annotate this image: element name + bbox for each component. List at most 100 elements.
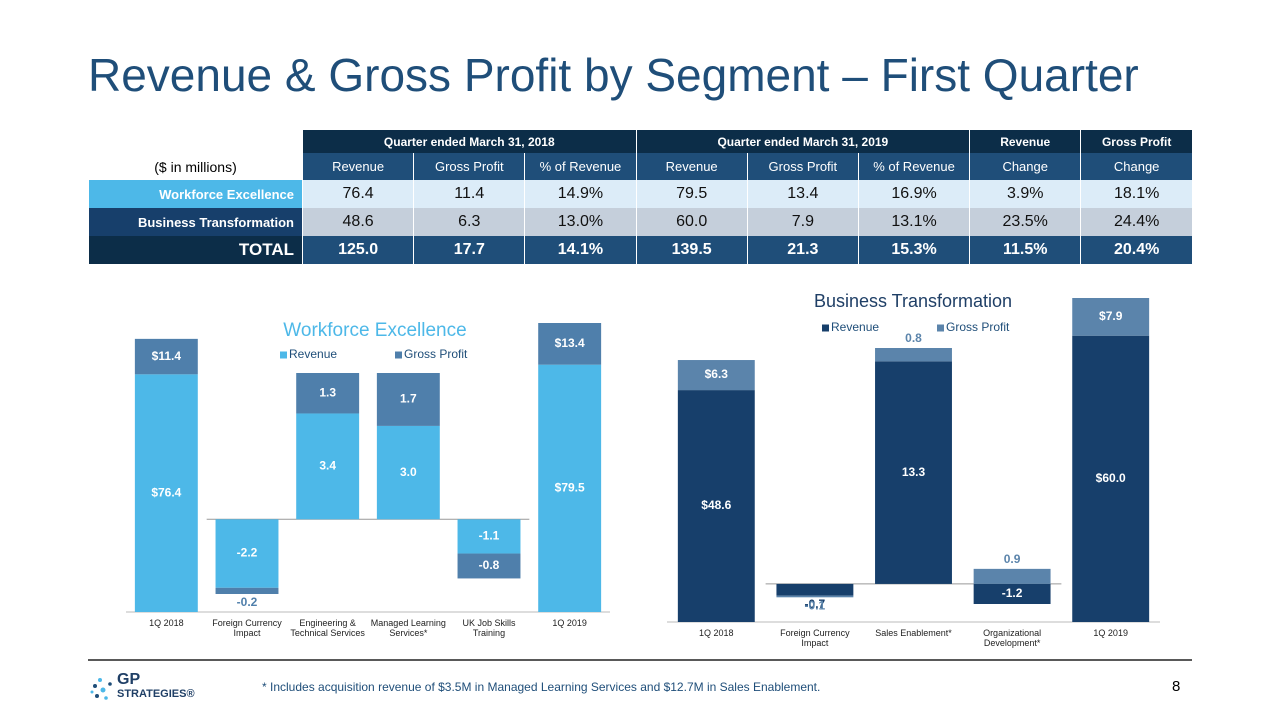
value-label: $11.4 [152, 349, 182, 363]
table-cell: 79.5 [635, 180, 748, 208]
x-tick-label: Sales Enablement* [875, 628, 952, 638]
segment-table: Quarter ended March 31, 2018 Quarter ende… [88, 130, 1192, 264]
x-tick-label: Organizational Development* [983, 628, 1042, 648]
value-label: -0.8 [479, 558, 500, 572]
legend-label: Gross Profit [404, 347, 468, 361]
bar-segment [1072, 335, 1150, 622]
x-tick-label: 1Q 2018 [699, 628, 734, 638]
bar-segment [134, 374, 198, 612]
table-note: ($ in millions) [88, 153, 303, 180]
column-header-row: ($ in millions) Revenue Gross Profit% of R… [88, 153, 1192, 180]
column-header: Gross Profit [413, 153, 525, 180]
logo-mark [90, 678, 112, 700]
value-label: -0.1 [805, 598, 826, 612]
value-label: -2.2 [237, 546, 258, 560]
value-label: $76.4 [151, 485, 181, 499]
bar-segment [538, 364, 602, 612]
table-row: Workforce Excellence 76.4 11.4 14.9% 79.5 13.… [88, 180, 1192, 208]
x-tick-label: 1Q 2019 [1093, 628, 1128, 638]
group-header: Revenue [969, 130, 1081, 153]
bar-segment [215, 519, 279, 588]
bar-segment [677, 390, 755, 622]
bar-segment [875, 348, 952, 362]
table-cell: 3.9% [969, 180, 1081, 208]
group-header-row: Quarter ended March 31, 2018 Quarter ende… [88, 130, 1192, 153]
blank-cell [88, 130, 303, 153]
table-cell: 60.0 [635, 208, 748, 236]
x-tick-label: UK Job Skills Training [462, 618, 516, 638]
table-cell: 14.9% [524, 180, 637, 208]
table-row: Business Transformation 48.6 6.3 13.0% 60.0 7… [88, 208, 1192, 236]
value-label: $7.9 [1099, 309, 1123, 323]
value-label: -1.1 [479, 529, 500, 543]
table-cell: 14.1% [524, 236, 637, 264]
bar-segment [875, 361, 952, 584]
x-tick-label: Managed Learning Services* [370, 618, 446, 638]
table-cell: 13.1% [857, 208, 970, 236]
x-tick-label: 1Q 2018 [149, 618, 184, 628]
column-header: Revenue [635, 153, 748, 180]
bar-segment [134, 338, 198, 375]
legend-label: Revenue [289, 347, 337, 361]
x-tick-label: Foreign Currency Impact [212, 618, 282, 638]
value-label: $48.6 [701, 498, 731, 512]
bar-segment [296, 413, 360, 520]
table-cell: 11.5% [969, 236, 1081, 264]
x-tick-label: Foreign Currency Impact [780, 628, 850, 648]
group-header: Quarter ended March 31, 2019 [635, 130, 970, 153]
table-cell: 6.3 [413, 208, 525, 236]
column-header: Change [1080, 153, 1192, 180]
column-header: % of Revenue [524, 153, 637, 180]
table-cell: 20.4% [1080, 236, 1192, 264]
bar-segment [457, 553, 521, 579]
bar-segment [376, 373, 440, 426]
group-header: Gross Profit [1080, 130, 1192, 153]
table-cell: 15.3% [857, 236, 970, 264]
table-cell: 7.9 [746, 208, 859, 236]
chart-title: Business Transformation [814, 291, 1012, 311]
chart-title: Workforce Excellence [283, 320, 466, 341]
footnote: * Includes acquisition revenue of $3.5M … [262, 680, 821, 694]
table-cell: 139.5 [635, 236, 748, 264]
table-cell: 125.0 [301, 236, 414, 264]
bar-segment [776, 595, 854, 598]
row-label: TOTAL [88, 236, 303, 264]
bar-segment [376, 425, 440, 520]
value-label: 13.3 [902, 465, 926, 479]
legend-swatch [937, 324, 944, 332]
page-number: 8 [1172, 678, 1181, 695]
value-label: -1.2 [1002, 586, 1023, 600]
slide-title: Revenue & Gross Profit by Segment – Firs… [88, 49, 1139, 101]
column-header: Change [969, 153, 1081, 180]
value-label: 1.7 [400, 392, 417, 406]
bar-segment [296, 373, 360, 414]
value-label: $79.5 [555, 481, 585, 495]
bar-segment [1072, 298, 1150, 336]
bar-segment [457, 519, 521, 554]
legend-label: Revenue [831, 320, 879, 334]
value-label: 3.4 [319, 459, 336, 473]
logo-text: GP [117, 671, 140, 688]
value-label: -0.7 [805, 597, 826, 611]
column-header: Revenue [301, 153, 414, 180]
table-cell: 13.4 [746, 180, 859, 208]
table-cell: 13.0% [524, 208, 637, 236]
column-header: Gross Profit [746, 153, 859, 180]
table-cell: 24.4% [1080, 208, 1192, 236]
value-label: 1.3 [319, 385, 336, 399]
value-label: $13.4 [555, 336, 585, 350]
table-cell: 76.4 [301, 180, 414, 208]
legend-swatch [280, 351, 287, 359]
bar-segment [677, 360, 755, 391]
legend-swatch [395, 351, 402, 359]
group-header: Quarter ended March 31, 2018 [302, 130, 637, 153]
table-cell: 23.5% [969, 208, 1081, 236]
column-header: % of Revenue [857, 153, 970, 180]
table-cell: 48.6 [301, 208, 414, 236]
value-label: 0.9 [1004, 552, 1021, 566]
value-label: 0.8 [905, 331, 922, 345]
row-label: Workforce Excellence [88, 180, 303, 208]
table-cell: 18.1% [1080, 180, 1192, 208]
value-label: $6.3 [705, 367, 729, 381]
